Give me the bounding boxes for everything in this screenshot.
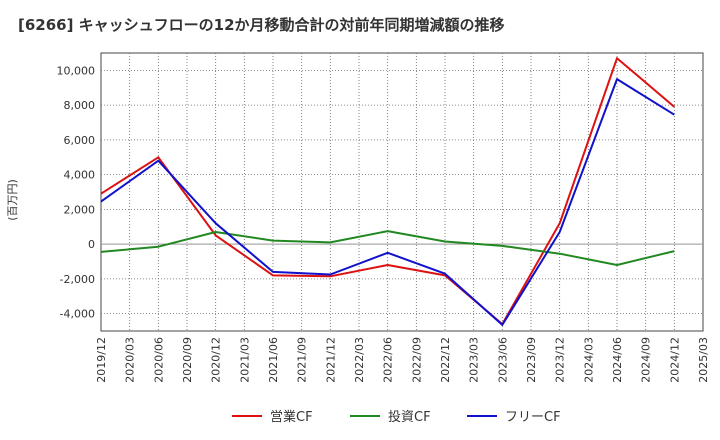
x-tick-label: 2024/12: [668, 337, 681, 383]
x-tick-label: 2020/06: [152, 337, 165, 383]
series-line-1: [100, 230, 675, 266]
series-line-0: [100, 57, 675, 326]
x-tick-label: 2021/03: [238, 337, 251, 383]
x-tick-label: 2021/12: [324, 337, 337, 383]
x-tick-label: 2023/09: [525, 337, 538, 383]
y-tick-label: 0: [88, 238, 95, 251]
y-tick-label: -4,000: [60, 308, 95, 321]
y-axis-ticks: -4,000 -2,000 0 2,000 4,000 6,000 8,000 10,000: [57, 64, 96, 320]
x-tick-label: 2023/06: [496, 337, 509, 383]
x-tick-label: 2022/06: [382, 337, 395, 383]
x-axis-ticks: 2019/12 2020/03 2020/06 2020/09 2020/12 2021/…: [95, 337, 710, 383]
x-tick-label: 2020/12: [210, 337, 223, 383]
grid: [101, 53, 703, 331]
legend-label: フリーCF: [505, 410, 561, 425]
x-tick-label: 2025/03: [697, 337, 710, 383]
x-tick-label: 2020/03: [124, 337, 137, 383]
x-tick-label: 2021/09: [296, 337, 309, 383]
chart-title: [6266] キャッシュフローの12か月移動合計の対前年同期増減額の推移: [18, 16, 505, 34]
x-tick-label: 2023/03: [468, 337, 481, 383]
y-tick-label: 2,000: [64, 203, 96, 216]
legend-label: 投資CF: [388, 409, 431, 425]
series-lines: [100, 57, 675, 326]
x-tick-label: 2024/03: [582, 337, 595, 383]
y-tick-label: 4,000: [64, 169, 96, 182]
x-tick-label: 2021/06: [267, 337, 280, 383]
y-tick-label: 8,000: [64, 99, 96, 112]
y-tick-label: -2,000: [60, 273, 95, 286]
x-tick-label: 2022/03: [353, 337, 366, 383]
legend-label: 営業CF: [270, 409, 313, 425]
x-tick-label: 2020/09: [181, 337, 194, 383]
x-tick-label: 2022/12: [439, 337, 452, 383]
legend: 営業CF 投資CF フリーCF: [232, 409, 561, 425]
y-axis-label: (百万円): [6, 179, 19, 221]
series-line-2: [100, 78, 675, 326]
plot-area: [100, 52, 704, 332]
y-tick-label: 6,000: [64, 134, 96, 147]
x-tick-label: 2019/12: [95, 337, 108, 383]
x-tick-label: 2022/09: [410, 337, 423, 383]
y-tick-label: 10,000: [57, 64, 96, 77]
x-tick-label: 2024/06: [611, 337, 624, 383]
x-tick-label: 2024/09: [640, 337, 653, 383]
x-tick-label: 2023/12: [554, 337, 567, 383]
